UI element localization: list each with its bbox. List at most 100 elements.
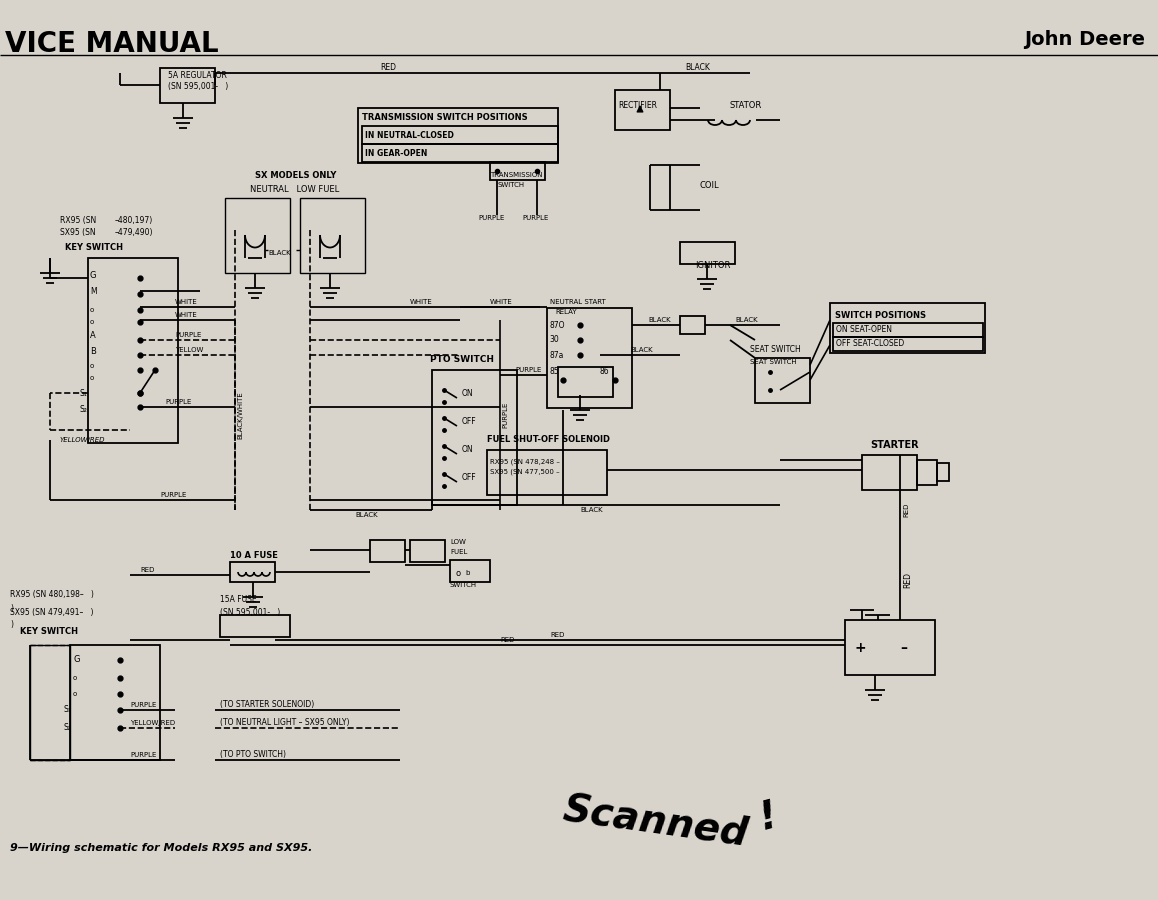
Bar	[300, 198, 365, 273]
Text: (SN 595,001-   ): (SN 595,001- )	[220, 608, 280, 616]
Text: WHITE: WHITE	[410, 299, 433, 305]
Text: 30: 30	[549, 336, 559, 345]
Bar	[88, 258, 178, 443]
Text: RED: RED	[140, 567, 154, 573]
Text: BLACK: BLACK	[630, 347, 653, 353]
Text: YELLOW/RED: YELLOW/RED	[60, 437, 105, 443]
Text: S₁: S₁	[63, 706, 71, 715]
Text: RED: RED	[500, 637, 514, 643]
Text: John Deere: John Deere	[1024, 30, 1145, 49]
Text: o: o	[73, 691, 78, 697]
Text: COIL: COIL	[699, 181, 719, 190]
Bar	[830, 303, 985, 353]
Text: o: o	[90, 319, 94, 325]
Text: RED: RED	[903, 503, 909, 517]
Text: BLACK: BLACK	[648, 317, 670, 323]
Bar	[845, 620, 935, 675]
Bar	[680, 316, 705, 334]
Text: SWITCH: SWITCH	[450, 582, 477, 588]
Text: 9—Wiring schematic for Models RX95 and SX95.: 9—Wiring schematic for Models RX95 and S…	[10, 843, 313, 853]
Text: PURPLE: PURPLE	[175, 332, 201, 338]
Text: BLACK: BLACK	[267, 250, 291, 256]
Text: TRANSMISSION: TRANSMISSION	[490, 172, 542, 178]
Bar	[488, 450, 607, 495]
Text: (TO NEUTRAL LIGHT – SX95 ONLY): (TO NEUTRAL LIGHT – SX95 ONLY)	[220, 718, 350, 727]
Text: (TO STARTER SOLENOID): (TO STARTER SOLENOID)	[220, 700, 314, 709]
Text: 5A REGULATOR: 5A REGULATOR	[168, 71, 227, 80]
Bar	[862, 455, 917, 490]
Text: RED: RED	[380, 64, 396, 73]
Text: BLACK: BLACK	[686, 64, 710, 73]
Text: WHITE: WHITE	[175, 299, 198, 305]
Bar	[362, 126, 558, 144]
Text: ON SEAT-OPEN: ON SEAT-OPEN	[836, 326, 892, 335]
Text: o: o	[90, 363, 94, 369]
Bar	[450, 560, 490, 582]
Text: 15A FUSE: 15A FUSE	[220, 596, 257, 605]
Text: G: G	[90, 271, 96, 280]
Text: OFF: OFF	[462, 473, 477, 482]
Bar	[490, 162, 545, 180]
Text: PURPLE: PURPLE	[130, 702, 156, 708]
Text: SEAT SWITCH: SEAT SWITCH	[750, 359, 797, 365]
Text: 85: 85	[549, 367, 558, 376]
Bar	[225, 198, 290, 273]
Text: Scanned: Scanned	[560, 789, 750, 853]
Text: o: o	[90, 375, 94, 381]
Bar	[547, 308, 632, 408]
Text: BLACK: BLACK	[580, 507, 602, 513]
Text: B: B	[90, 347, 96, 356]
Text: VICE MANUAL: VICE MANUAL	[5, 30, 219, 58]
Bar	[755, 358, 809, 403]
Text: SX95 (SN 477,500 –: SX95 (SN 477,500 –	[490, 469, 559, 475]
Text: SWITCH POSITIONS: SWITCH POSITIONS	[835, 310, 926, 320]
Text: SX95 (SN: SX95 (SN	[60, 228, 96, 237]
Bar	[410, 540, 445, 562]
Text: PURPLE: PURPLE	[522, 215, 549, 221]
Bar	[30, 645, 69, 760]
Text: BLACK: BLACK	[356, 512, 378, 518]
Bar	[362, 144, 558, 162]
Text: STARTER: STARTER	[870, 440, 918, 450]
Bar	[917, 460, 937, 485]
Text: ON: ON	[462, 390, 474, 399]
Text: o: o	[455, 569, 460, 578]
Text: FUEL: FUEL	[450, 549, 468, 555]
Text: +: +	[855, 641, 866, 655]
Text: –479,490): –479,490)	[115, 228, 154, 237]
Text: RECTIFIER: RECTIFIER	[618, 101, 657, 110]
Text: –: –	[900, 641, 907, 655]
Text: 87O: 87O	[549, 320, 564, 329]
Text: PURPLE: PURPLE	[478, 215, 505, 221]
Text: RED: RED	[903, 572, 913, 588]
Text: M: M	[90, 286, 96, 295]
Text: LOW: LOW	[450, 539, 466, 545]
Text: IN GEAR-OPEN: IN GEAR-OPEN	[365, 148, 427, 157]
Text: OFF: OFF	[462, 418, 477, 427]
Text: OFF SEAT-CLOSED: OFF SEAT-CLOSED	[836, 339, 904, 348]
Text: BLACK: BLACK	[735, 317, 757, 323]
Text: (SN 595,001-   ): (SN 595,001- )	[168, 83, 228, 92]
Text: PURPLE: PURPLE	[515, 367, 542, 373]
Text: PURPLE: PURPLE	[160, 492, 186, 498]
Text: PURPLE: PURPLE	[503, 401, 508, 428]
Text: WHITE: WHITE	[490, 299, 513, 305]
Text: FUEL SHUT-OFF SOLENOID: FUEL SHUT-OFF SOLENOID	[488, 436, 610, 445]
Text: ON: ON	[462, 446, 474, 454]
Text: o: o	[73, 675, 78, 681]
Text: !: !	[755, 796, 782, 838]
Bar	[432, 370, 516, 505]
Text: S₂: S₂	[80, 406, 88, 415]
Text: RELAY: RELAY	[555, 309, 577, 315]
Text: YELLOW/RED: YELLOW/RED	[130, 720, 175, 726]
Text: b: b	[466, 570, 469, 576]
Text: SWITCH: SWITCH	[497, 182, 525, 188]
Bar	[680, 242, 735, 264]
Bar	[833, 337, 983, 351]
Text: ): )	[10, 620, 13, 629]
Bar	[69, 645, 160, 760]
Text: IN NEUTRAL-CLOSED: IN NEUTRAL-CLOSED	[365, 130, 454, 140]
Bar	[558, 367, 613, 397]
Text: NEUTRAL   LOW FUEL: NEUTRAL LOW FUEL	[250, 185, 339, 194]
Text: 10 A FUSE: 10 A FUSE	[230, 551, 278, 560]
